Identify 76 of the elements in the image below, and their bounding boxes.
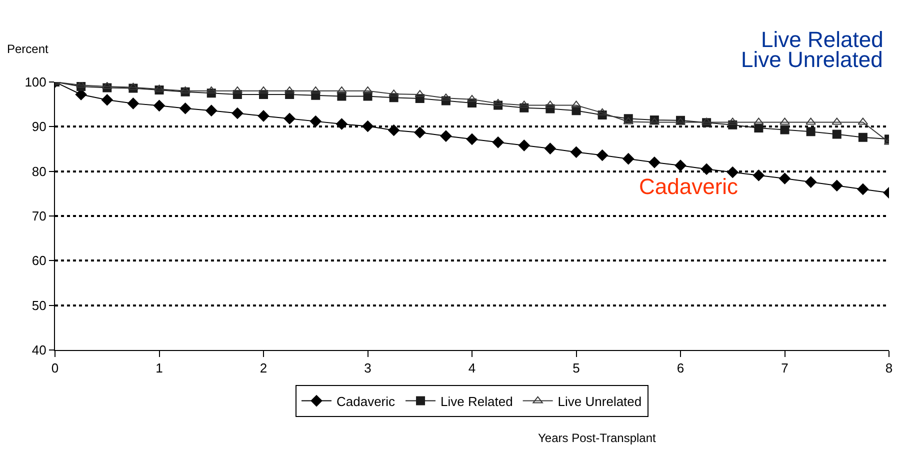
- point: [780, 125, 790, 134]
- point: [258, 110, 270, 122]
- point: [700, 163, 712, 175]
- x-tick-label: 6: [676, 360, 684, 376]
- x-tick-label: 7: [781, 360, 788, 376]
- point: [832, 130, 842, 139]
- point: [154, 100, 165, 112]
- point: [571, 100, 582, 108]
- y-tick-label: 40: [32, 342, 46, 358]
- x-tick-label: 2: [260, 360, 268, 376]
- legend-label: Live Unrelated: [558, 394, 642, 409]
- point: [336, 118, 348, 130]
- point: [806, 118, 816, 125]
- point: [284, 112, 296, 124]
- point: [440, 130, 452, 142]
- point: [623, 117, 634, 124]
- point: [648, 156, 660, 168]
- x-tick-label: 0: [51, 360, 59, 376]
- text: Years Post-Transplant: [538, 431, 657, 445]
- y-tick-label: 50: [32, 298, 46, 313]
- point: [180, 86, 190, 94]
- y-tick-label: 90: [32, 119, 46, 134]
- point: [726, 166, 738, 178]
- point: [180, 102, 192, 114]
- point: [674, 160, 686, 172]
- x-tick-label: 8: [885, 360, 893, 376]
- point: [752, 170, 764, 182]
- point: [232, 108, 244, 119]
- x-tick-label: 4: [468, 360, 476, 376]
- point: [597, 108, 608, 116]
- point: [336, 86, 347, 94]
- point: [362, 120, 374, 132]
- point: [206, 86, 216, 94]
- legend-label: Live Related: [440, 394, 513, 409]
- point: [414, 90, 425, 98]
- point: [466, 133, 478, 145]
- point: [206, 104, 218, 116]
- point: [754, 124, 764, 133]
- point: [780, 118, 790, 125]
- point: [805, 176, 817, 188]
- point: [310, 116, 322, 128]
- x-tick-label: 5: [572, 360, 580, 376]
- y-tick-label: 100: [24, 74, 46, 90]
- legend-label: Cadaveric: [336, 394, 396, 409]
- point: [414, 126, 426, 138]
- point: [101, 94, 113, 106]
- point: [596, 150, 608, 161]
- annotation: Cadaveric: [639, 174, 738, 199]
- point: [518, 140, 530, 152]
- y-axis-title: Percent: [7, 42, 50, 56]
- point: [388, 124, 400, 136]
- point: [857, 184, 869, 195]
- point: [154, 84, 164, 92]
- point: [570, 146, 582, 158]
- point: [544, 142, 556, 154]
- point: [779, 172, 790, 184]
- point: [127, 98, 139, 110]
- point: [831, 180, 843, 192]
- x-tick-label: 1: [156, 360, 163, 376]
- point: [754, 118, 764, 125]
- point: [832, 118, 842, 125]
- point: [310, 86, 321, 94]
- point: [806, 127, 816, 136]
- point: [128, 82, 138, 90]
- point: [519, 100, 530, 108]
- y-tick-label: 80: [32, 164, 46, 179]
- x-tick-label: 3: [364, 360, 372, 376]
- y-tick-label: 60: [32, 253, 46, 268]
- point: [492, 136, 504, 148]
- point: [545, 100, 556, 108]
- point: [362, 86, 373, 94]
- y-tick-label: 70: [32, 208, 46, 224]
- point: [622, 153, 634, 165]
- point: [728, 118, 738, 125]
- point: [858, 132, 868, 142]
- point: [388, 90, 399, 97]
